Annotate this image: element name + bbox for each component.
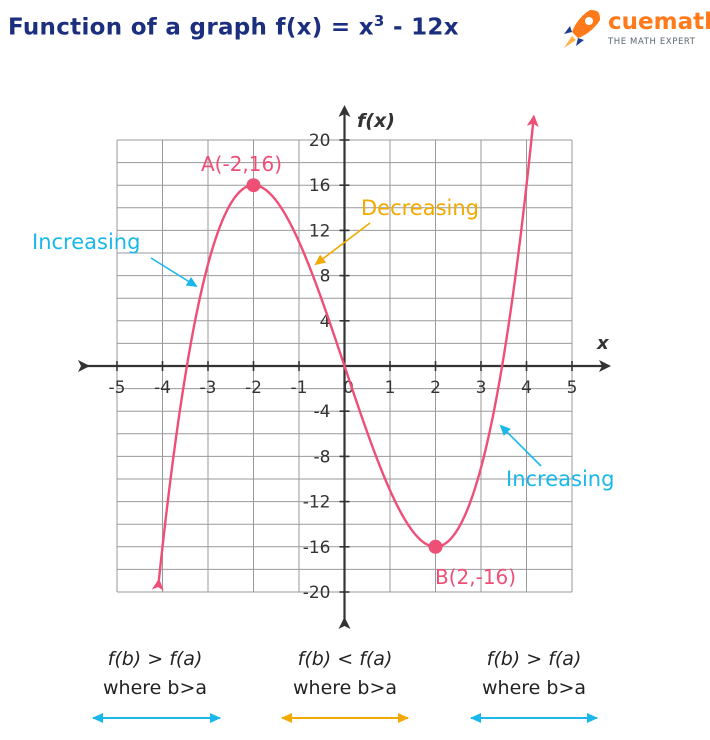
function-graph: xf(x) -5 -4 -3 -2 -1 0 1 2 3 4 5-20-16-12-8-448121…: [32, 105, 614, 629]
annotation-arrow-right: [499, 424, 542, 467]
annotation-arrow-middle: [314, 222, 371, 266]
caption-right-condition: f(b) > f(a): [486, 648, 582, 670]
x-tick-label: -4: [154, 378, 171, 398]
x-tick-label: 4: [521, 378, 532, 398]
x-tick-label: 3: [476, 378, 487, 398]
function-curve: [151, 114, 539, 591]
caption-left-note: where b>a: [102, 677, 208, 699]
x-tick-label: -1: [291, 378, 308, 398]
point-b-label: B(2,-16): [435, 565, 516, 589]
point-b-marker: [428, 539, 443, 554]
annotation-decreasing: Decreasing: [361, 196, 479, 220]
annotation-layer: Increasing Decreasing Increasing: [32, 196, 614, 491]
caption-arrows: [92, 713, 598, 723]
x-tick-label: -3: [200, 378, 217, 398]
y-tick-label: 20: [309, 131, 331, 151]
x-axis-label: x: [596, 333, 610, 354]
y-tick-label: 16: [309, 176, 331, 196]
caption-right-note: where b>a: [481, 677, 587, 699]
point-a-marker: [246, 178, 261, 193]
rocket-icon: [564, 10, 600, 48]
logo-brand: cuemath: [608, 9, 710, 35]
annotation-increasing-left: Increasing: [32, 230, 140, 254]
point-a-label: A(-2,16): [201, 152, 282, 176]
x-tick-label: 1: [385, 378, 396, 398]
x-tick-label: 2: [430, 378, 441, 398]
cuemath-logo: cuemath THE MATH EXPERT: [560, 4, 710, 54]
caption-middle-condition: f(b) < f(a): [297, 648, 393, 670]
caption-right: f(b) > f(a) where b>a: [449, 648, 619, 699]
x-tick-label: -2: [245, 378, 262, 398]
y-tick-label: 12: [309, 221, 331, 241]
caption-middle-note: where b>a: [292, 677, 398, 699]
y-tick-label: -12: [303, 493, 331, 513]
y-axis-label: f(x): [357, 110, 395, 132]
page-title: Function of a graph f(x) = x3 - 12x: [8, 12, 459, 41]
logo-tagline: THE MATH EXPERT: [608, 37, 696, 47]
y-tick-label: -20: [303, 583, 331, 603]
y-tick-label: -16: [303, 538, 331, 558]
annotation-arrow-left: [150, 257, 198, 288]
caption-middle: f(b) < f(a) where b>a: [260, 648, 430, 699]
x-tick-label: -5: [109, 378, 126, 398]
x-tick-label: 5: [567, 378, 578, 398]
caption-left: f(b) > f(a) where b>a: [70, 648, 240, 699]
y-tick-label: -4: [314, 402, 331, 422]
annotation-increasing-right: Increasing: [506, 467, 614, 491]
caption-left-condition: f(b) > f(a): [107, 648, 203, 670]
curve-layer: A(-2,16) B(2,-16): [151, 114, 539, 591]
y-tick-label: -8: [314, 447, 331, 467]
y-tick-label: 8: [320, 267, 331, 287]
